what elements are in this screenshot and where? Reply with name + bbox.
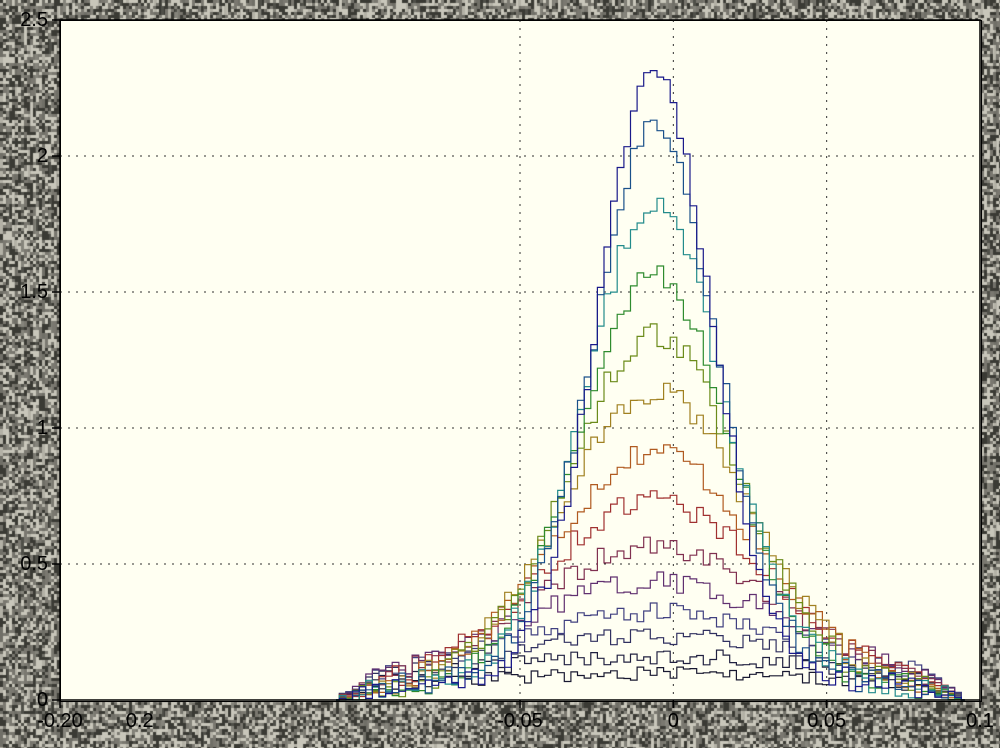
gridlines <box>60 20 980 700</box>
tick-label: 0.1 <box>966 710 994 733</box>
data-series-line <box>336 324 965 700</box>
tick-label: 0 <box>37 689 48 712</box>
data-series-line <box>336 491 965 700</box>
tick-label: -0.20 <box>37 710 83 733</box>
tick-label: 0 <box>668 710 679 733</box>
tick-label: 2.5 <box>20 9 48 32</box>
data-series-line <box>336 667 965 700</box>
tick-label: 0.2 <box>126 710 154 733</box>
tick-label: 1 <box>37 417 48 440</box>
figure-container: 0 0.5 1 1.5 2 2.5 -0.20 -0.05 0 0.05 0.1 0.2 <box>0 0 1000 748</box>
tick-label: 2 <box>37 145 48 168</box>
data-series-line <box>336 603 965 700</box>
plot-canvas <box>0 0 1000 748</box>
data-series-line <box>336 120 965 700</box>
tick-label: 0.5 <box>20 553 48 576</box>
tick-label: -0.05 <box>497 710 543 733</box>
tick-label: 0.05 <box>807 710 846 733</box>
data-series-group <box>336 71 965 700</box>
tick-label: 1.5 <box>20 281 48 304</box>
